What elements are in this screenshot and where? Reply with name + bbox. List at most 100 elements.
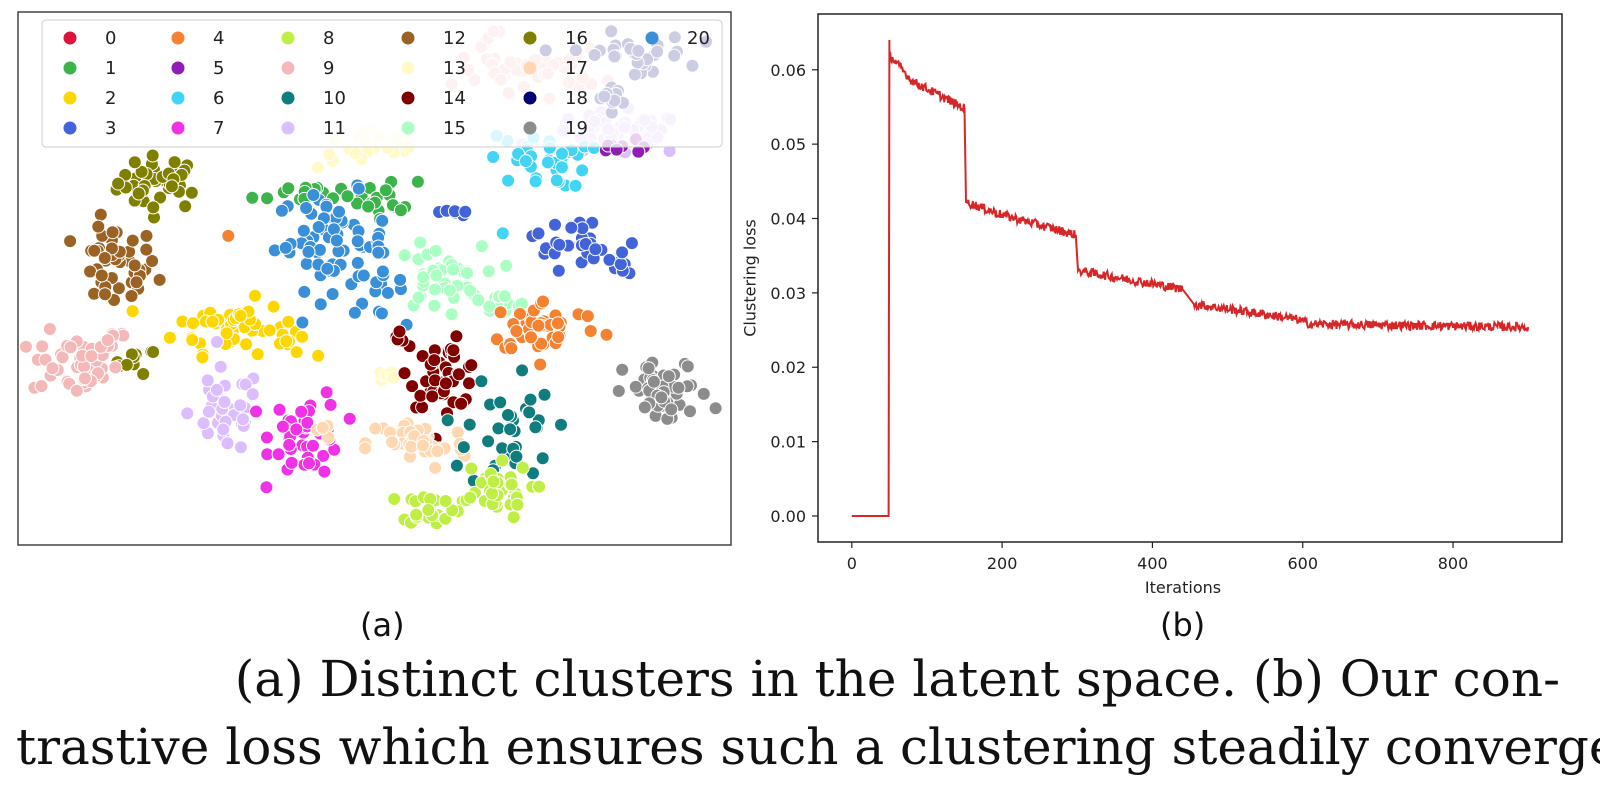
scatter-point-class-7 — [271, 447, 286, 462]
scatter-point-class-11 — [201, 404, 216, 419]
scatter-point-class-10 — [503, 422, 518, 437]
scatter-point-class-8 — [463, 490, 478, 505]
legend-marker-6 — [171, 91, 185, 105]
scatter-point-class-7 — [323, 397, 338, 412]
scatter-point-class-8 — [510, 497, 525, 512]
scatter-point-class-7 — [282, 437, 297, 452]
scatter-point-class-10 — [554, 417, 568, 432]
legend-label-6: 6 — [213, 88, 224, 109]
scatter-point-class-10 — [462, 417, 477, 432]
scatter-point-class-10 — [449, 458, 464, 473]
scatter-point-class-20 — [332, 204, 346, 219]
x-tick-label: 0 — [847, 554, 857, 573]
scatter-point-class-19 — [646, 374, 661, 389]
scatter-point-class-4 — [536, 294, 550, 309]
scatter-point-class-7 — [302, 456, 316, 471]
scatter-point-class-8 — [506, 510, 521, 525]
legend-marker-19 — [523, 121, 537, 135]
loss-axis-ticks: 0 200 400 600 800 0.00 0.01 0.02 0.03 0.04 0.05 0.0… — [770, 61, 1468, 573]
scatter-point-class-14 — [392, 324, 407, 339]
scatter-point-class-14 — [446, 343, 461, 358]
scatter-point-class-16 — [184, 185, 199, 200]
scatter-point-class-3 — [588, 242, 603, 257]
scatter-point-class-6 — [549, 173, 564, 188]
y-tick-label: 0.01 — [770, 433, 806, 452]
scatter-point-class-2 — [289, 345, 304, 360]
scatter-point-class-20 — [274, 203, 289, 218]
legend-marker-12 — [401, 31, 415, 45]
scatter-point-class-6 — [518, 154, 533, 169]
scatter-point-class-17 — [428, 460, 443, 475]
scatter-point-class-7 — [272, 402, 287, 417]
scatter-point-class-7 — [319, 385, 334, 400]
scatter-point-class-2 — [239, 337, 254, 352]
scatter-point-class-17 — [430, 444, 445, 459]
scatter-point-class-14 — [462, 376, 476, 391]
scatter-point-class-19 — [661, 369, 676, 384]
scatter-point-class-17 — [358, 441, 373, 456]
scatter-point-class-9 — [63, 340, 78, 355]
scatter-point-class-3 — [613, 257, 628, 272]
scatter-point-class-10 — [493, 395, 508, 410]
legend-marker-15 — [401, 121, 415, 135]
scatter-point-class-14 — [464, 358, 479, 373]
scatter-point-class-3 — [615, 245, 630, 260]
y-tick-label: 0.03 — [770, 284, 806, 303]
x-tick-label: 200 — [987, 554, 1018, 573]
legend-label-9: 9 — [323, 58, 334, 79]
y-tick-label: 0.02 — [770, 358, 806, 377]
scatter-point-class-4 — [550, 316, 565, 331]
scatter-point-class-20 — [371, 245, 386, 260]
scatter-point-class-15 — [460, 266, 474, 280]
scatter-point-class-7 — [316, 448, 331, 463]
scatter-point-class-7 — [294, 404, 309, 419]
legend-label-8: 8 — [323, 28, 334, 49]
y-tick-label: 0.06 — [770, 61, 806, 80]
scatter-point-class-10 — [535, 451, 550, 466]
scatter-point-class-20 — [297, 284, 312, 299]
legend-label-1: 1 — [105, 58, 116, 79]
scatter-point-class-1 — [393, 203, 408, 218]
legend-label-19: 19 — [565, 118, 588, 139]
scatter-point-class-20 — [347, 305, 362, 320]
scatter-point-class-6 — [486, 150, 501, 164]
scatter-point-class-10 — [501, 408, 515, 422]
scatter-point-class-2 — [219, 326, 234, 341]
scatter-point-class-11 — [233, 398, 248, 413]
scatter-point-class-20 — [325, 287, 340, 301]
scatter-point-class-20 — [329, 233, 344, 248]
panel-label-b: (b) — [1160, 606, 1206, 644]
scatter-point-class-6 — [495, 226, 510, 241]
scatter-point-class-11 — [196, 416, 211, 431]
scatter-point-class-4 — [524, 330, 538, 345]
y-tick-label: 0.00 — [770, 507, 806, 526]
y-tick-label: 0.04 — [770, 210, 806, 229]
scatter-point-class-7 — [259, 430, 274, 445]
scatter-point-class-20 — [312, 242, 327, 257]
scatter-point-class-9 — [19, 339, 33, 354]
scatter-point-class-20 — [295, 315, 310, 330]
scatter-point-class-19 — [615, 362, 630, 377]
scatter-point-class-14 — [405, 379, 420, 394]
scatter-point-class-16 — [145, 148, 160, 163]
scatter-point-class-10 — [481, 434, 496, 449]
scatter-point-class-16 — [119, 357, 134, 372]
scatter-point-class-19 — [708, 401, 723, 416]
scatter-point-class-4 — [489, 332, 504, 347]
scatter-point-class-17 — [385, 435, 399, 450]
scatter-point-class-7 — [284, 455, 299, 470]
scatter-point-class-19 — [637, 400, 652, 415]
scatter-point-class-9 — [34, 379, 49, 394]
scatter-point-class-8 — [464, 461, 479, 476]
scatter-point-class-11 — [200, 373, 215, 388]
legend-marker-11 — [281, 121, 295, 135]
scatter-point-class-19 — [683, 404, 697, 419]
legend-marker-5 — [171, 61, 185, 75]
scatter-point-class-6 — [554, 160, 569, 175]
scatter-point-class-8 — [409, 507, 424, 522]
scatter-point-class-15 — [444, 307, 459, 322]
scatter-point-class-12 — [63, 234, 78, 249]
scatter-point-class-20 — [355, 296, 370, 311]
scatter-point-class-7 — [317, 464, 332, 479]
legend-label-17: 17 — [565, 58, 588, 79]
